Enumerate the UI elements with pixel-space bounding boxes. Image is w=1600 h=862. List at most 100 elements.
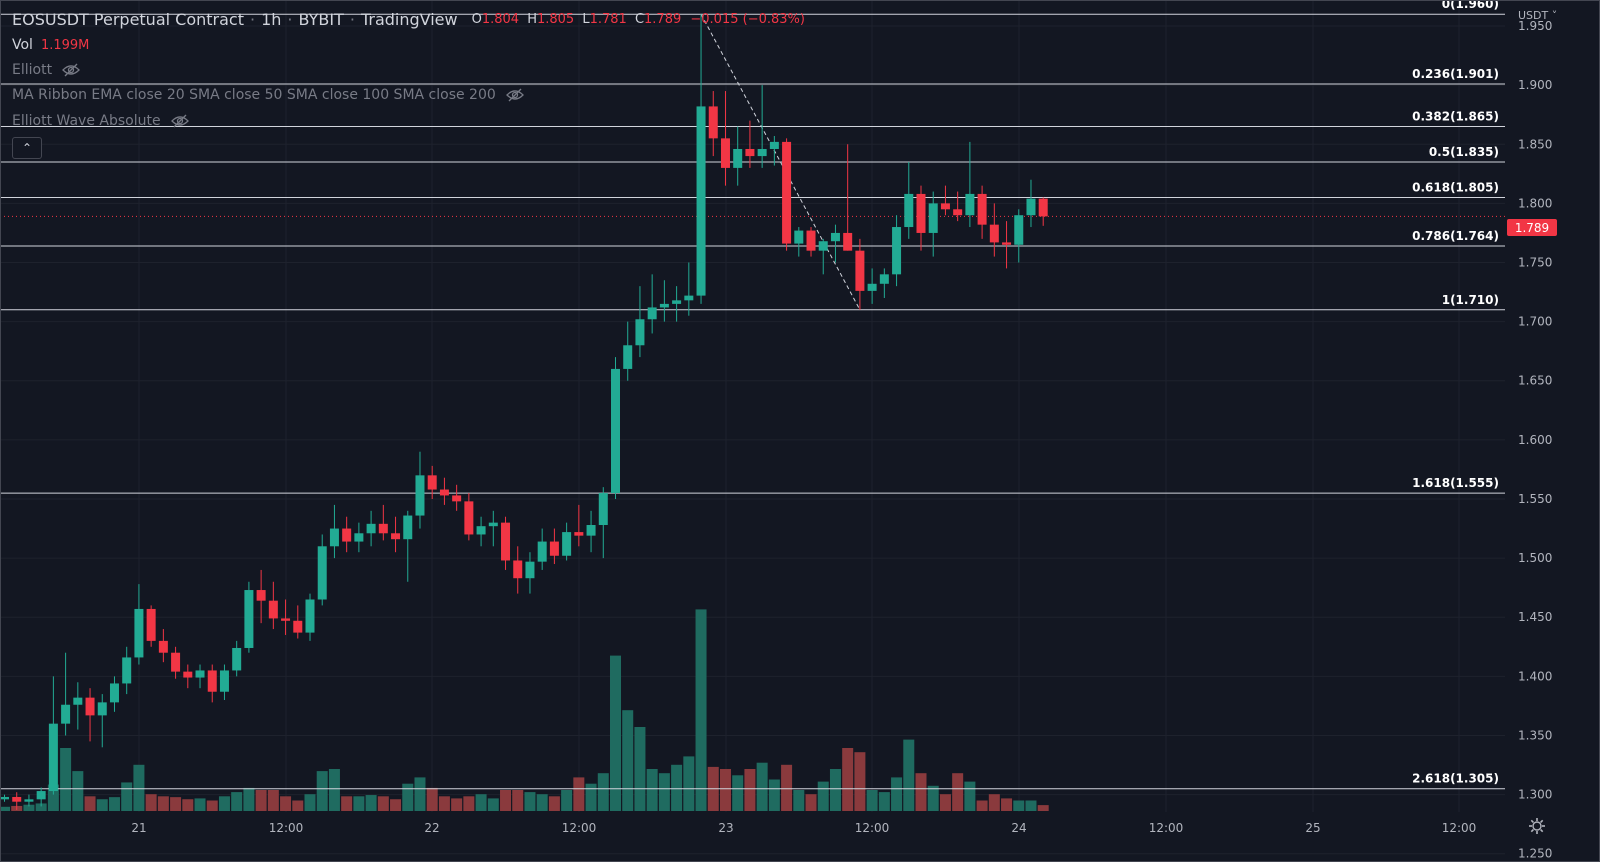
volume-bar <box>585 783 597 811</box>
candle-body <box>855 250 865 291</box>
indicator-label: MA Ribbon EMA close 20 SMA close 50 SMA … <box>12 87 496 103</box>
volume-bar <box>353 796 365 811</box>
candle-body <box>415 475 425 516</box>
indicator-ma-ribbon[interactable]: MA Ribbon EMA close 20 SMA close 50 SMA … <box>12 84 524 106</box>
gear-icon[interactable] <box>1528 817 1546 835</box>
candle-body <box>244 590 254 648</box>
volume-bar <box>231 792 243 811</box>
candle-body <box>696 106 706 296</box>
candle-body <box>476 526 486 535</box>
candle-body <box>73 697 83 705</box>
separator-dot: · <box>349 9 355 29</box>
exchange-label: BYBIT <box>298 9 344 29</box>
volume-bar <box>878 792 890 811</box>
candle-body <box>61 704 71 724</box>
open-value: 1.804 <box>481 11 520 27</box>
y-axis-tick-label: 1.850 <box>1518 137 1552 151</box>
volume-bar <box>280 796 292 811</box>
interval-label[interactable]: 1h <box>261 9 282 29</box>
symbol-header[interactable]: EOSUSDT Perpetual Contract · 1h · BYBIT … <box>12 8 805 30</box>
eye-hidden-icon[interactable] <box>62 63 80 77</box>
indicator-label: Elliott <box>12 62 53 78</box>
volume-bar <box>573 777 585 811</box>
volume-bar <box>805 794 817 811</box>
candle-body <box>48 723 58 792</box>
candle-body <box>464 501 474 535</box>
candle-body <box>219 670 229 692</box>
collapse-legend-button[interactable]: ⌃ <box>12 137 42 159</box>
candle-body <box>403 515 413 540</box>
volume-bar <box>1025 800 1037 811</box>
candle-body <box>268 600 278 619</box>
y-axis-tick-label: 1.950 <box>1518 19 1552 33</box>
volume-bar <box>732 775 744 811</box>
indicator-elliott-wave-absolute[interactable]: Elliott Wave Absolute <box>12 110 189 132</box>
candle-body <box>659 303 669 308</box>
fib-level-label: 1.618(1.555) <box>1412 476 1499 490</box>
eye-hidden-icon[interactable] <box>505 88 524 102</box>
volume-bar <box>976 800 988 811</box>
volume-bar <box>671 764 683 811</box>
candle-body <box>183 671 193 678</box>
close-label: C <box>634 11 645 27</box>
volume-bar <box>23 804 35 811</box>
candle-body <box>965 193 975 216</box>
volume-bar <box>903 739 915 811</box>
volume-bar <box>646 769 658 811</box>
volume-bar <box>512 790 524 811</box>
separator-dot: · <box>249 9 256 29</box>
y-axis-tick-label: 1.250 <box>1518 847 1552 861</box>
candle-body <box>452 495 462 502</box>
volume-bar <box>328 769 340 811</box>
candle-body <box>989 224 999 243</box>
candle-body <box>195 670 205 678</box>
volume-bar <box>597 773 609 811</box>
candle-body <box>818 241 828 251</box>
candle-body <box>794 230 804 244</box>
volume-bar <box>108 797 120 811</box>
indicator-elliott[interactable]: Elliott <box>12 59 80 81</box>
x-axis-tick-label: 12:00 <box>1442 821 1477 835</box>
volume-bar <box>145 794 157 811</box>
eye-hidden-icon[interactable] <box>170 114 189 128</box>
candle-body <box>525 561 535 579</box>
indicator-volume[interactable]: Vol 1.199M <box>12 34 89 56</box>
candle-body <box>769 141 779 149</box>
volume-bar <box>524 792 536 811</box>
candle-body <box>171 652 181 672</box>
candle-body <box>146 608 156 641</box>
volume-bar <box>719 769 731 811</box>
indicator-value: 1.199M <box>40 37 90 53</box>
volume-bar <box>927 785 939 811</box>
open-label: O <box>471 11 482 27</box>
volume-bar <box>475 794 487 811</box>
volume-bar <box>182 799 194 811</box>
candle-body <box>513 560 523 579</box>
currency-selector[interactable]: USDT ˅ <box>1518 9 1557 22</box>
volume-bar <box>304 794 316 811</box>
volume-bar <box>915 773 927 811</box>
x-axis-tick-label: 21 <box>131 821 146 835</box>
fib-level-label: 0.236(1.901) <box>1412 67 1499 81</box>
fib-level-label: 0.5(1.835) <box>1429 145 1499 159</box>
candle-body <box>745 148 755 157</box>
volume-bar <box>377 796 389 811</box>
indicator-label: Vol <box>12 37 33 53</box>
candle-body <box>574 532 584 536</box>
candle-body <box>391 533 401 540</box>
volume-bar <box>964 781 976 811</box>
fib-level-label: 2.618(1.305) <box>1412 772 1499 786</box>
volume-bar <box>133 764 145 811</box>
candle-body <box>757 148 767 157</box>
volume-bar <box>781 764 793 811</box>
candle-body <box>122 657 132 684</box>
symbol-name[interactable]: EOSUSDT Perpetual Contract <box>12 9 244 29</box>
candle-body <box>843 232 853 251</box>
candle-body <box>342 528 352 542</box>
last-price-tag: 1.789 <box>1507 219 1557 236</box>
candle-body <box>366 523 376 534</box>
volume-bar <box>866 790 878 811</box>
volume-bar <box>255 790 267 811</box>
candle-body <box>488 522 498 527</box>
